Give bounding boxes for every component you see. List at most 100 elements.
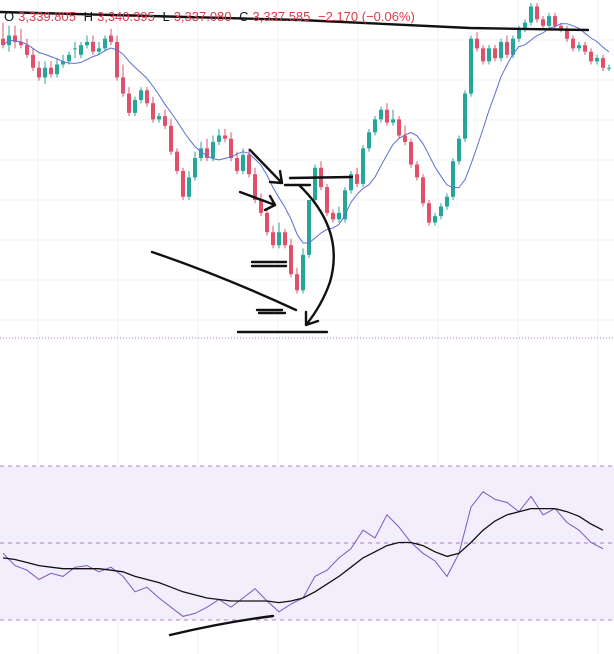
candle-body bbox=[493, 48, 497, 59]
candle-body bbox=[589, 51, 593, 62]
ohlc-legend: O 3,339.805 H 3,340.395 L 3,337.080 C 3,337.… bbox=[4, 9, 419, 24]
high-value: 3,340.395 bbox=[96, 9, 155, 24]
candle-body bbox=[13, 35, 17, 42]
candle-body bbox=[241, 154, 245, 171]
candle-body bbox=[541, 19, 545, 26]
low-key: L bbox=[162, 9, 170, 24]
candle-body bbox=[103, 38, 107, 49]
candle-body bbox=[505, 41, 509, 55]
candle-body bbox=[325, 187, 329, 213]
candle-body bbox=[565, 29, 569, 39]
moving-average-line bbox=[2, 23, 610, 244]
candle-body bbox=[181, 170, 185, 197]
candle-body bbox=[367, 132, 371, 149]
candle-body bbox=[421, 177, 425, 204]
close-value: 3,337.585 bbox=[252, 9, 311, 24]
candle-body bbox=[451, 161, 455, 197]
candle-body bbox=[49, 67, 53, 75]
candle-body bbox=[67, 54, 71, 62]
candle-body bbox=[205, 148, 209, 159]
low-value: 3,337.080 bbox=[173, 9, 232, 24]
candle-body bbox=[193, 158, 197, 178]
candle-body bbox=[277, 232, 281, 246]
candle-body bbox=[445, 196, 449, 207]
candle-body bbox=[1, 38, 5, 46]
candle-body bbox=[547, 16, 551, 26]
candle-body bbox=[25, 45, 29, 55]
candle-body bbox=[217, 135, 221, 142]
candle-body bbox=[229, 138, 233, 159]
candle-body bbox=[169, 125, 173, 152]
candlestick-series bbox=[1, 3, 611, 294]
candle-body bbox=[481, 48, 485, 62]
candle-body bbox=[583, 45, 587, 52]
candle-body bbox=[247, 154, 251, 175]
high-key: H bbox=[83, 9, 93, 24]
candle-body bbox=[313, 167, 317, 200]
candle-body bbox=[595, 58, 599, 62]
candle-body bbox=[91, 41, 95, 52]
candle-body bbox=[31, 54, 35, 68]
candle-body bbox=[37, 67, 41, 78]
hand-drawn-annotations bbox=[0, 10, 590, 637]
candle-body bbox=[175, 151, 179, 171]
candle-body bbox=[439, 206, 443, 217]
candle-body bbox=[577, 45, 581, 49]
candle-body bbox=[145, 90, 149, 104]
candle-body bbox=[157, 116, 161, 120]
candle-body bbox=[355, 174, 359, 184]
candle-body bbox=[139, 90, 143, 100]
candle-body bbox=[289, 245, 293, 275]
candle-body bbox=[499, 41, 503, 59]
candle-body bbox=[259, 200, 263, 213]
candle-body bbox=[79, 45, 83, 55]
candle-body bbox=[301, 254, 305, 291]
annotation-box-marker bbox=[250, 260, 288, 268]
candle-body bbox=[559, 25, 563, 30]
candle-body bbox=[223, 135, 227, 139]
candle-body bbox=[571, 38, 575, 49]
candle-body bbox=[109, 35, 113, 42]
candle-body bbox=[61, 61, 65, 65]
candle-body bbox=[553, 16, 557, 26]
candle-body bbox=[97, 48, 101, 52]
candle-body bbox=[403, 135, 407, 142]
candle-body bbox=[349, 174, 353, 191]
annotation-resistance-line bbox=[0, 10, 590, 32]
candle-body bbox=[337, 212, 341, 220]
candle-body bbox=[199, 148, 203, 159]
annotation-trend-line bbox=[150, 250, 298, 312]
open-key: O bbox=[4, 9, 15, 24]
close-key: C bbox=[239, 9, 249, 24]
candle-body bbox=[19, 41, 23, 46]
candle-body bbox=[43, 67, 47, 78]
candle-body bbox=[379, 109, 383, 120]
candle-body bbox=[523, 22, 527, 30]
rsi-pane bbox=[0, 465, 614, 621]
candle-body bbox=[307, 200, 311, 255]
candle-body bbox=[373, 119, 377, 133]
candle-body bbox=[427, 203, 431, 223]
candle-body bbox=[361, 148, 365, 184]
candle-body bbox=[235, 158, 239, 171]
annotation-curved-arrow bbox=[298, 184, 335, 327]
candle-body bbox=[127, 93, 131, 113]
candle-body bbox=[397, 119, 401, 136]
candle-body bbox=[85, 41, 89, 46]
candle-body bbox=[601, 58, 605, 68]
price-pane bbox=[0, 3, 614, 339]
annotation-arrow-2 bbox=[238, 190, 277, 212]
candle-body bbox=[529, 6, 533, 23]
candle-body bbox=[385, 109, 389, 123]
annotation-top-bar-right bbox=[288, 175, 354, 180]
candle-body bbox=[331, 212, 335, 220]
candle-body bbox=[253, 174, 257, 200]
candle-body bbox=[73, 48, 77, 50]
candle-body bbox=[295, 274, 299, 291]
candle-body bbox=[469, 38, 473, 94]
candle-body bbox=[391, 119, 395, 123]
candle-body bbox=[415, 164, 419, 178]
change-value: −2.170 (−0.06%) bbox=[318, 9, 415, 24]
candle-body bbox=[211, 141, 215, 159]
